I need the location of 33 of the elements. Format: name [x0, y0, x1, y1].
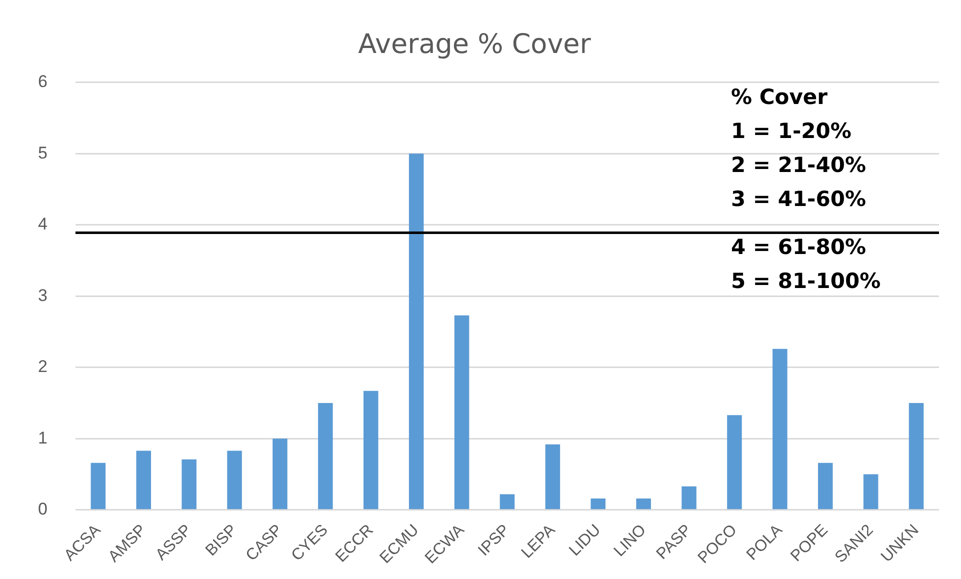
- bar: [318, 403, 333, 510]
- bar: [908, 403, 924, 510]
- bar: [363, 390, 378, 510]
- bar: [590, 498, 606, 510]
- chart-title: Average % Cover: [358, 29, 592, 60]
- bar: [772, 348, 788, 510]
- bar: [90, 462, 106, 510]
- y-tick-label: 4: [38, 214, 48, 234]
- annotation: 5 = 81-100%: [731, 268, 881, 295]
- bar: [272, 438, 288, 510]
- bar: [863, 474, 878, 510]
- bar: [818, 462, 833, 510]
- annotation: 1 = 1-20%: [731, 118, 852, 145]
- bar: [682, 486, 696, 510]
- bar: [408, 154, 424, 510]
- y-tick-label: 3: [38, 286, 48, 305]
- annotation: 2 = 21-40%: [731, 152, 868, 179]
- bar: [636, 498, 651, 510]
- bar: [500, 494, 515, 510]
- bar: [727, 415, 742, 510]
- bar: [136, 450, 152, 510]
- annotation: 4 = 61-80%: [731, 234, 868, 261]
- bar: [227, 450, 242, 510]
- bar: [454, 315, 470, 510]
- annotation: 3 = 41-60%: [731, 186, 868, 213]
- bar: [545, 444, 560, 510]
- y-tick-label: 6: [38, 72, 48, 92]
- y-tick-label: 1: [38, 428, 48, 448]
- annotation: % Cover: [731, 84, 828, 111]
- y-tick-label: 5: [38, 143, 48, 162]
- bar: [182, 459, 196, 510]
- y-tick-label: 2: [38, 357, 48, 376]
- y-tick-label: 0: [38, 500, 48, 519]
